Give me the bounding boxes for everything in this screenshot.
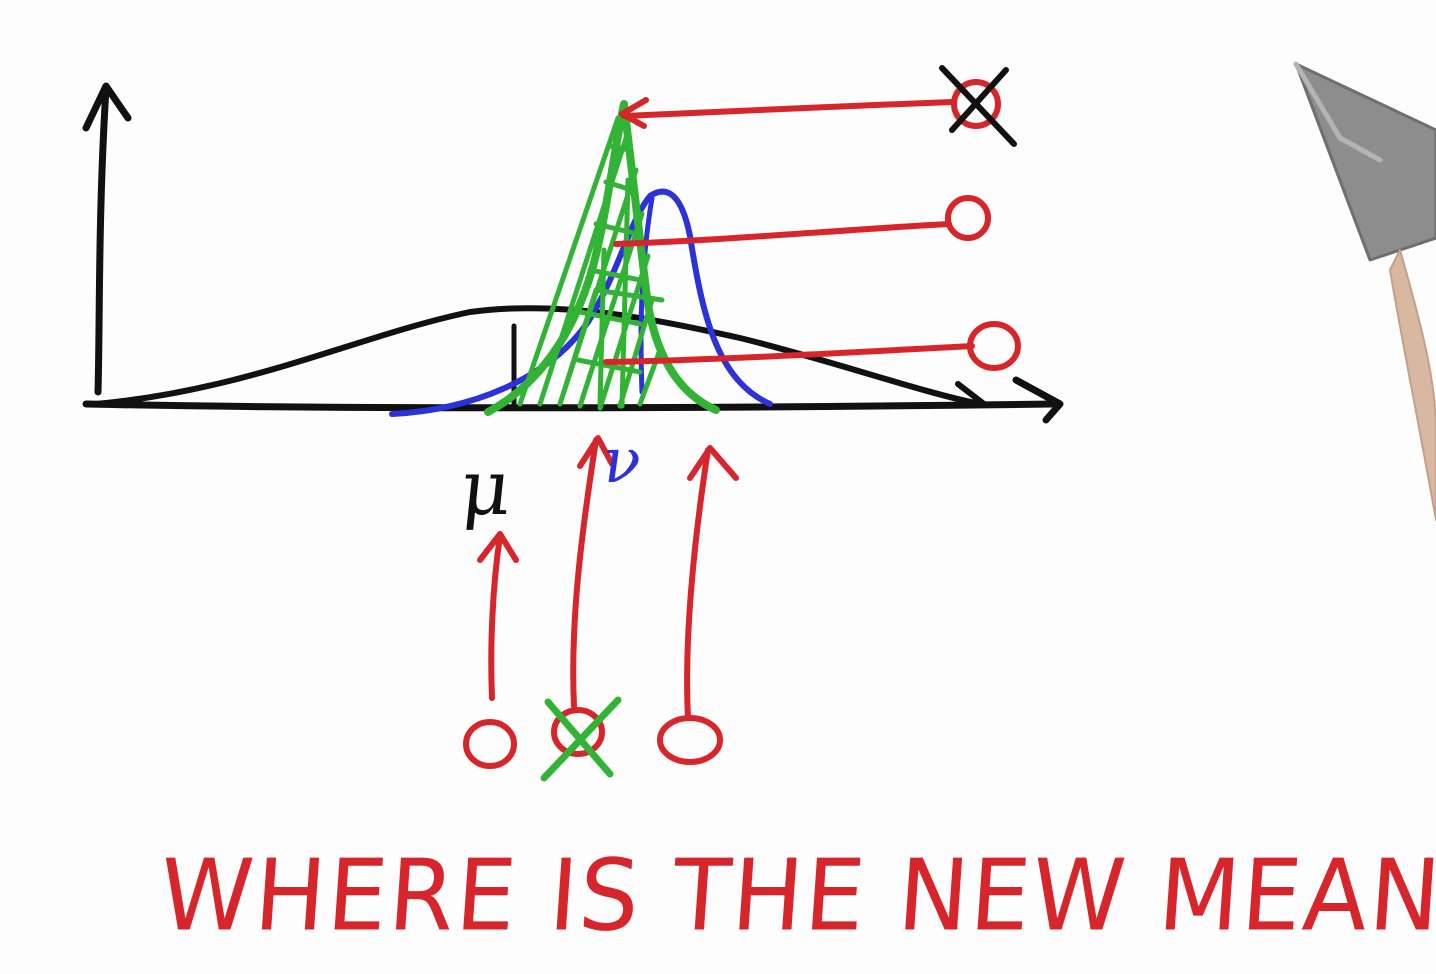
x-axis-arrowhead <box>1016 380 1060 420</box>
arrow-to-top-circle <box>624 102 952 116</box>
arrow-to-middle-circle <box>616 224 948 244</box>
question-text: WHERE IS THE NEW MEAN <box>157 848 1434 947</box>
arrow-right-head <box>690 448 736 478</box>
arrow-middle-choice <box>573 440 596 706</box>
arrow-left-choice <box>491 536 500 698</box>
y-axis <box>98 88 106 392</box>
x-axis <box>86 404 1052 408</box>
arrow-right-choice <box>687 450 708 718</box>
pen-icon <box>1296 64 1436 520</box>
mu-label: μ <box>458 450 515 526</box>
axis-choice-right[interactable] <box>660 718 720 762</box>
axis-choice-left[interactable] <box>466 722 514 766</box>
option-circle-middle[interactable] <box>948 198 988 238</box>
option-circle-bottom[interactable] <box>970 324 1018 368</box>
